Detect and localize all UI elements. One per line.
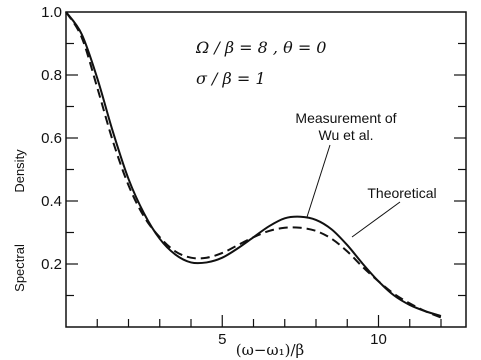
y-tick-label: 0.4 <box>41 193 62 210</box>
annotation-measurement-line2: Wu et al. <box>319 127 374 143</box>
axis-tick-labels: 5 10 0.2 0.4 0.6 0.8 1.0 <box>41 4 387 348</box>
annotation-theoretical: Theoretical <box>367 185 436 201</box>
y-tick-label: 0.2 <box>41 256 62 273</box>
y-axis-label-spectral: Spectral <box>12 244 27 292</box>
series-theoretical-line <box>65 11 442 319</box>
x-tick-label: 5 <box>218 331 226 348</box>
x-axis-label: (ω−ω₁)/β <box>236 341 304 359</box>
series-measurement-line <box>65 11 442 317</box>
x-tick-label: 10 <box>370 331 387 348</box>
axis-ticks <box>66 42 466 327</box>
parameter-omega-theta: Ω / β = 8 , θ = 0 <box>195 38 326 57</box>
parameter-sigma: σ / β = 1 <box>196 69 266 88</box>
y-axis-label-density: Density <box>12 149 27 193</box>
annotation-measurement-leader <box>306 144 331 218</box>
y-tick-label: 1.0 <box>41 4 62 21</box>
y-tick-label: 0.6 <box>41 130 62 147</box>
annotation-theoretical-leader <box>351 201 401 238</box>
y-tick-label: 0.8 <box>41 67 62 84</box>
annotation-measurement-line1: Measurement of <box>295 110 396 126</box>
data-series <box>65 11 442 319</box>
